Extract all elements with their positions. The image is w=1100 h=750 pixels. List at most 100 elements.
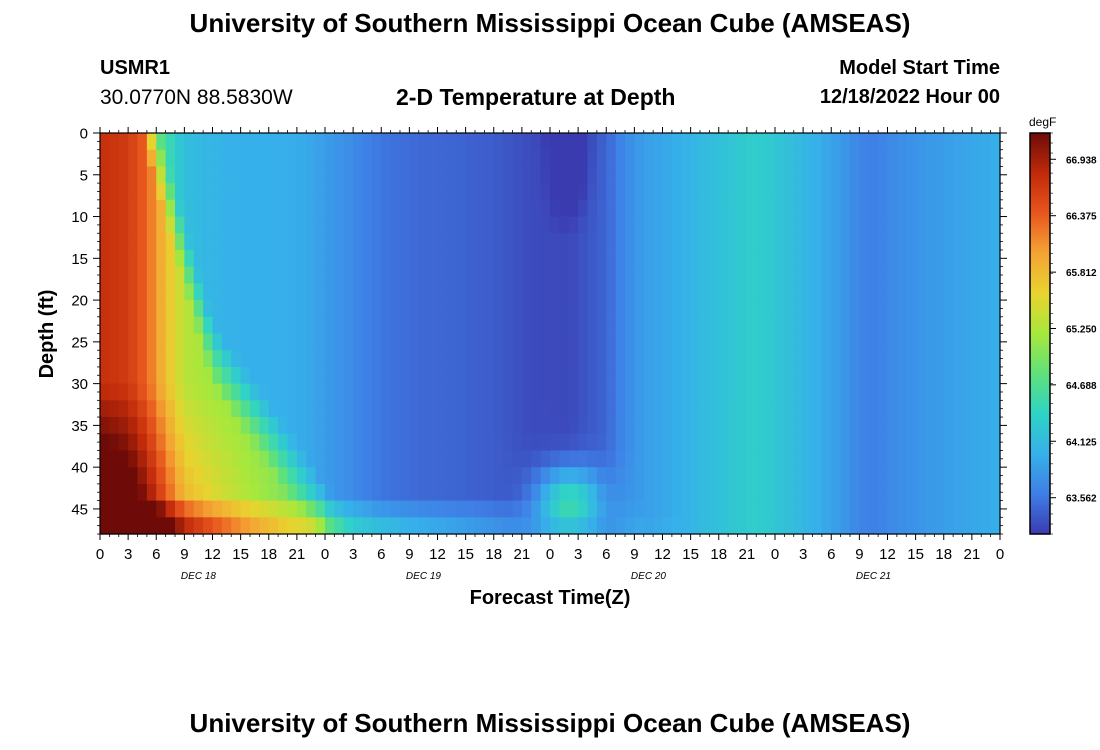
heatmap-cell — [765, 517, 776, 535]
heatmap-cell — [343, 249, 354, 268]
heatmap-cell — [371, 383, 382, 401]
heatmap-cell — [146, 417, 157, 435]
heatmap-cell — [437, 500, 448, 518]
heatmap-cell — [118, 149, 129, 168]
heatmap-cell — [906, 483, 917, 502]
heatmap-cell — [868, 283, 879, 301]
heatmap-cell — [156, 417, 167, 435]
heatmap-cell — [409, 283, 420, 301]
heatmap-cell — [784, 316, 795, 335]
heatmap-cell — [409, 500, 420, 518]
heatmap-cell — [803, 433, 814, 452]
heatmap-cell — [531, 249, 542, 268]
heatmap-cell — [671, 417, 682, 435]
x-tick-label: 3 — [574, 546, 582, 563]
heatmap-cell — [137, 233, 148, 251]
heatmap-cell — [559, 149, 570, 168]
heatmap-cell — [925, 433, 935, 452]
heatmap-cell — [306, 366, 317, 385]
heatmap-cell — [653, 183, 664, 201]
heatmap-cell — [221, 300, 232, 318]
heatmap-cell — [793, 500, 804, 518]
heatmap-cell — [165, 283, 176, 301]
heatmap-cell — [465, 266, 476, 284]
heatmap-cell — [371, 333, 382, 351]
heatmap-cell — [559, 350, 570, 368]
heatmap-cell — [906, 433, 917, 452]
heatmap-cell — [268, 166, 279, 184]
heatmap-cell — [165, 383, 176, 401]
heatmap-cell — [512, 283, 523, 301]
heatmap-cell — [906, 316, 917, 335]
heatmap-cell — [850, 133, 860, 151]
heatmap-cell — [503, 199, 514, 218]
heatmap-cell — [990, 283, 1001, 301]
heatmap-cell — [334, 350, 345, 368]
heatmap-cell — [381, 467, 392, 485]
heatmap-cell — [540, 383, 551, 401]
heatmap-cell — [325, 417, 335, 435]
heatmap-cell — [746, 383, 757, 401]
heatmap-cell — [540, 216, 551, 234]
heatmap-cell — [175, 316, 185, 335]
heatmap-cell — [709, 450, 720, 468]
heatmap-cell — [596, 283, 607, 301]
heatmap-cell — [315, 133, 326, 151]
colorbar — [1029, 132, 1051, 535]
heatmap-cell — [878, 183, 889, 201]
heatmap-cell — [775, 366, 785, 385]
x-tick-label: 21 — [964, 546, 981, 563]
heatmap-cell — [578, 467, 589, 485]
heatmap-cell — [868, 400, 879, 418]
heatmap-cell — [146, 266, 157, 284]
heatmap-cell — [540, 283, 551, 301]
heatmap-cell — [671, 183, 682, 201]
heatmap-cell — [653, 366, 664, 385]
heatmap-cell — [259, 400, 270, 418]
heatmap-cell — [653, 433, 664, 452]
heatmap-cell — [746, 216, 757, 234]
heatmap-cell — [896, 233, 907, 251]
heatmap-cell — [203, 216, 214, 234]
heatmap-cell — [521, 249, 532, 268]
heatmap-cell — [568, 233, 579, 251]
heatmap-cell — [146, 316, 157, 335]
heatmap-cell — [278, 216, 289, 234]
heatmap-cell — [700, 283, 710, 301]
heatmap-cell — [550, 467, 560, 485]
heatmap-cell — [278, 133, 289, 151]
heatmap-cell — [962, 149, 973, 168]
heatmap-cell — [690, 433, 701, 452]
heatmap-cell — [737, 216, 748, 234]
heatmap-cell — [465, 316, 476, 335]
heatmap-cell — [578, 249, 589, 268]
heatmap-cell — [896, 483, 907, 502]
heatmap-cell — [475, 433, 485, 452]
heatmap-cell — [578, 166, 589, 184]
heatmap-cell — [100, 283, 110, 301]
heatmap-cell — [925, 183, 935, 201]
heatmap-cell — [268, 149, 279, 168]
heatmap-cell — [793, 216, 804, 234]
heatmap-cell — [287, 216, 298, 234]
heatmap-cell — [728, 166, 739, 184]
heatmap-cell — [728, 133, 739, 151]
heatmap-cell — [503, 233, 514, 251]
heatmap-cell — [325, 149, 335, 168]
heatmap-cell — [156, 366, 167, 385]
heatmap-cell — [925, 467, 935, 485]
heatmap-cell — [934, 450, 945, 468]
heatmap-cell — [878, 249, 889, 268]
heatmap-cell — [100, 316, 110, 335]
heatmap-cell — [868, 383, 879, 401]
heatmap-cell — [268, 300, 279, 318]
y-tick-label: 40 — [71, 460, 88, 477]
heatmap-cell — [231, 300, 242, 318]
heatmap-cell — [587, 316, 598, 335]
heatmap-cell — [925, 333, 935, 351]
heatmap-cell — [746, 433, 757, 452]
heatmap-cell — [240, 216, 251, 234]
heatmap-cell — [418, 433, 429, 452]
heatmap-cell — [653, 483, 664, 502]
heatmap-cell — [109, 199, 120, 218]
